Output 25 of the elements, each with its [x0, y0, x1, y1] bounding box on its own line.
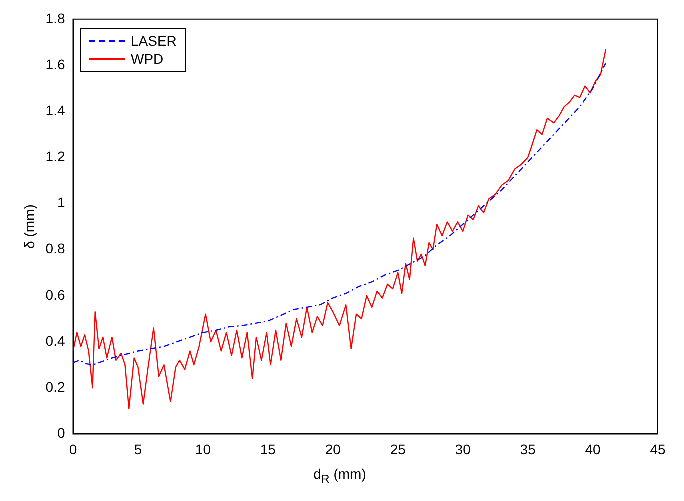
x-tick-label: 15 [260, 441, 276, 458]
legend-label: LASER [131, 32, 177, 50]
x-tick-label: 40 [585, 441, 602, 458]
y-tick-label: 1.8 [46, 10, 66, 26]
legend-label: WPD [131, 50, 164, 68]
x-tick-label: 35 [520, 441, 536, 458]
x-tick-label: 30 [455, 441, 472, 458]
y-axis-title: δ (mm) [21, 204, 38, 249]
x-tick-label: 20 [325, 441, 342, 458]
y-tick-label: 0.2 [46, 378, 66, 395]
line-series [73, 62, 607, 366]
y-tick-label: 1.6 [46, 56, 66, 72]
y-tick-label: 1.2 [46, 148, 66, 165]
y-tick-label: 0 [57, 425, 66, 442]
x-tick-label: 5 [134, 441, 142, 458]
y-tick-label: 1.4 [46, 102, 66, 118]
y-tick-label: 0.4 [46, 332, 66, 349]
y-tick-label: 1 [57, 194, 66, 211]
x-tick-label: 25 [390, 441, 406, 458]
x-axis-title: d$_{R}$ (mm) [312, 466, 368, 486]
x-tick-label: 10 [195, 441, 212, 458]
y-tick-label: 0.8 [46, 240, 66, 257]
y-tick-label: 0.6 [46, 286, 66, 303]
x-tick-label: 45 [650, 441, 666, 458]
x-tick-label: 0 [69, 441, 78, 458]
